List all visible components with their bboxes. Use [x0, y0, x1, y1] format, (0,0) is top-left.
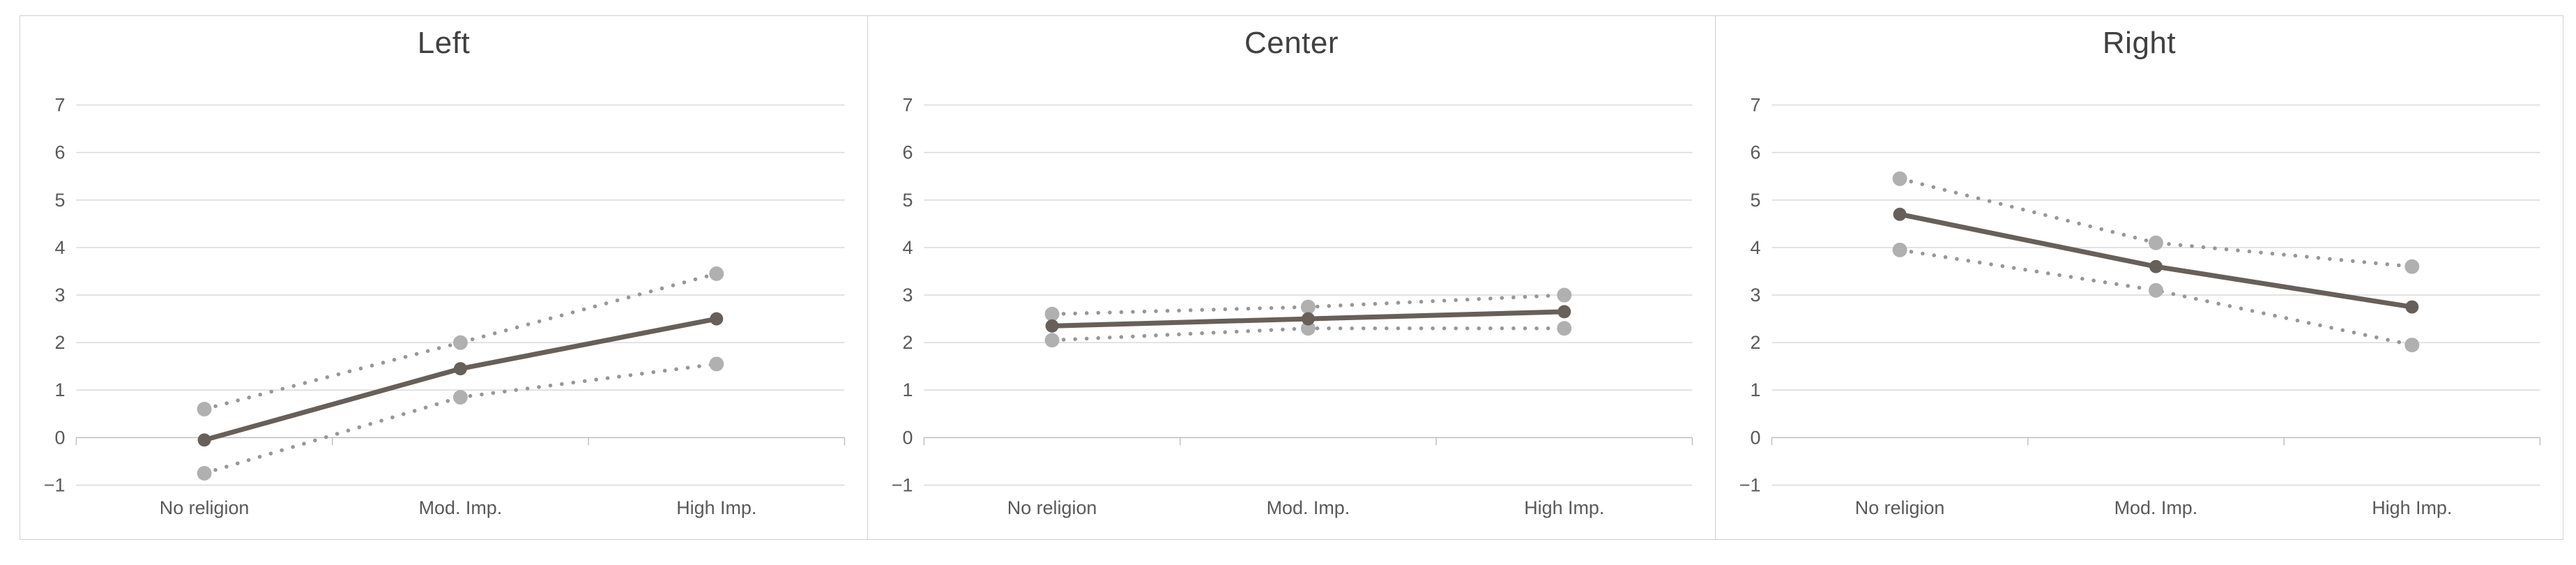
- data-point-marker-upper_ci: [1044, 306, 1060, 322]
- data-point-marker-estimate: [710, 312, 724, 326]
- y-tick-label: 2: [1750, 332, 1760, 353]
- data-point-marker-lower_ci: [2148, 282, 2163, 298]
- y-tick-label: 2: [902, 332, 913, 353]
- data-point-marker-lower_ci: [1044, 333, 1060, 348]
- data-point-marker-lower_ci: [1892, 242, 1907, 257]
- data-point-marker-lower_ci: [2404, 338, 2420, 353]
- y-tick-label: 1: [1750, 379, 1760, 400]
- y-tick-label: 7: [54, 95, 65, 116]
- data-point-marker-estimate: [1893, 207, 1907, 221]
- data-point-marker-upper_ci: [709, 266, 724, 281]
- data-point-marker-upper_ci: [1300, 299, 1316, 315]
- y-tick-label: 6: [1750, 142, 1760, 163]
- data-point-marker-estimate: [453, 362, 467, 376]
- series-line-upper_ci: [1898, 176, 2414, 269]
- data-point-marker-upper_ci: [452, 335, 468, 350]
- x-category-label: No religion: [1855, 497, 1945, 518]
- y-tick-label: 7: [902, 95, 913, 116]
- data-point-marker-upper_ci: [1892, 171, 1907, 186]
- data-point-marker-estimate: [1557, 305, 1571, 319]
- chart-title-right: Right: [2102, 26, 2177, 60]
- data-point-marker-lower_ci: [709, 356, 724, 372]
- y-tick-label: 0: [54, 427, 65, 448]
- chart-title-left: Left: [417, 26, 471, 60]
- data-point-marker-estimate: [2149, 259, 2163, 273]
- chart-canvas-center: −1 0 1 2 3 4 5 6 7 No religion Mod. Imp. High Imp.: [892, 95, 1693, 518]
- x-category-label: No religion: [1007, 497, 1097, 518]
- chart-panel-left: Left −1 0 1 2 3 4 5 6 7 No religion Mod. Imp. High …: [20, 15, 868, 540]
- data-point-marker-lower_ci: [452, 390, 468, 405]
- chart-title-center: Center: [1244, 26, 1339, 60]
- data-point-marker-lower_ci: [1557, 321, 1572, 336]
- x-category-label: Mod. Imp.: [2114, 497, 2198, 518]
- y-tick-label: 0: [1750, 427, 1760, 448]
- chart-canvas-left: −1 0 1 2 3 4 5 6 7 No religion Mod. Imp. High Imp.: [44, 95, 846, 518]
- data-point-marker-estimate: [1045, 319, 1059, 333]
- data-point-marker-upper_ci: [2148, 235, 2163, 250]
- y-tick-label: 0: [902, 427, 913, 448]
- y-tick-label: 6: [54, 142, 65, 163]
- chart-panel-center: Center −1 0 1 2 3 4 5 6 7 No religion Mod. Imp. Hig…: [867, 15, 1716, 540]
- y-tick-label: −1: [44, 474, 66, 495]
- y-tick-label: 6: [902, 142, 913, 163]
- x-category-label: High Imp.: [1524, 497, 1604, 518]
- data-point-marker-upper_ci: [1557, 287, 1572, 303]
- y-tick-label: −1: [1739, 474, 1761, 495]
- data-point-marker-lower_ci: [1300, 321, 1316, 336]
- y-tick-label: 2: [54, 332, 65, 353]
- x-category-label: No religion: [160, 497, 250, 518]
- y-tick-label: 3: [54, 285, 65, 306]
- y-tick-label: 3: [1750, 285, 1760, 306]
- data-point-marker-estimate: [197, 433, 211, 447]
- x-category-label: Mod. Imp.: [1267, 497, 1350, 518]
- x-category-label: Mod. Imp.: [419, 497, 503, 518]
- y-tick-label: 5: [54, 190, 65, 211]
- series-line-lower_ci: [1050, 326, 1567, 342]
- y-tick-label: −1: [892, 474, 913, 495]
- y-tick-label: 4: [54, 237, 65, 258]
- y-tick-label: 4: [902, 237, 913, 258]
- x-category-label: High Imp.: [676, 497, 756, 518]
- chart-canvas-right: −1 0 1 2 3 4 5 6 7 No religion Mod. Imp. High Imp.: [1739, 95, 2541, 518]
- data-point-marker-estimate: [1301, 312, 1315, 326]
- chart-panel-right: Right −1 0 1 2 3 4 5 6 7 No religion Mod. Imp. High…: [1715, 15, 2563, 540]
- series-line-upper_ci: [1050, 293, 1567, 317]
- y-tick-label: 5: [902, 190, 913, 211]
- three-panel-line-chart-figure: Left −1 0 1 2 3 4 5 6 7 No religion Mod. Imp. High …: [20, 15, 2563, 540]
- y-tick-label: 4: [1750, 237, 1760, 258]
- y-tick-label: 3: [902, 285, 913, 306]
- x-category-label: High Imp.: [2372, 497, 2452, 518]
- y-tick-label: 5: [1750, 190, 1760, 211]
- data-point-marker-estimate: [2405, 300, 2419, 314]
- y-tick-label: 7: [1750, 95, 1760, 116]
- data-point-marker-upper_ci: [197, 402, 212, 416]
- data-point-marker-lower_ci: [197, 466, 212, 481]
- y-tick-label: 1: [54, 379, 65, 400]
- data-point-marker-upper_ci: [2404, 259, 2420, 274]
- y-tick-label: 1: [902, 379, 913, 400]
